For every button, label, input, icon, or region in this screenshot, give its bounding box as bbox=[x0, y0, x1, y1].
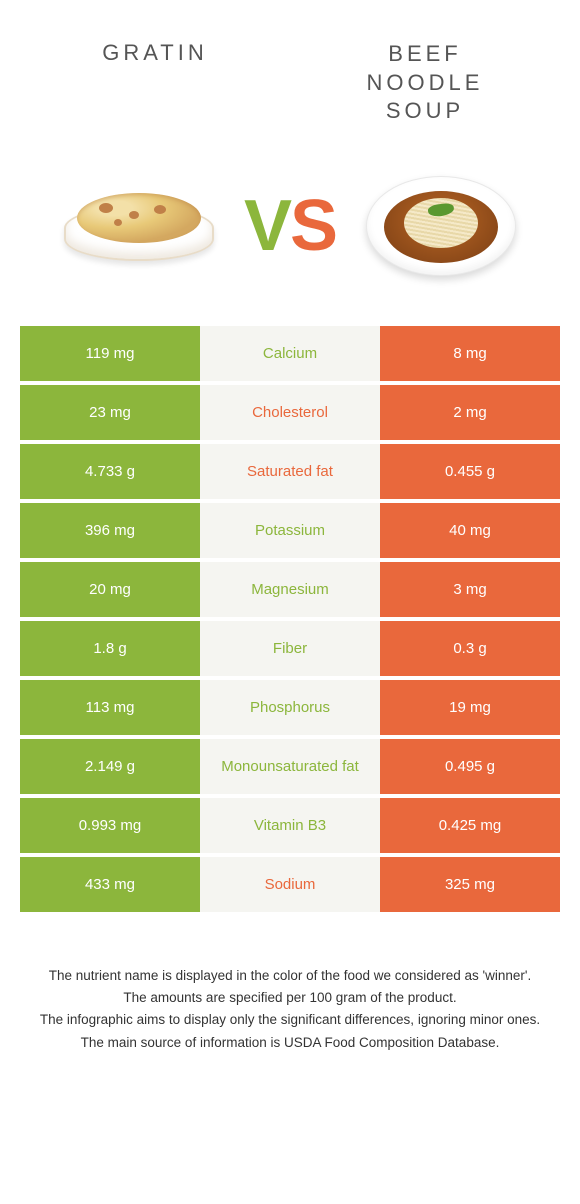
table-row: 1.8 gFiber0.3 g bbox=[20, 621, 560, 676]
footer-line: The main source of information is USDA F… bbox=[30, 1033, 550, 1053]
header: Gratin Beefnoodlesoup bbox=[0, 0, 580, 146]
table-row: 119 mgCalcium8 mg bbox=[20, 326, 560, 381]
title-right-line: noodle bbox=[325, 69, 525, 98]
footer-line: The infographic aims to display only the… bbox=[30, 1010, 550, 1030]
title-right-line: Beef bbox=[325, 40, 525, 69]
nutrient-label: Phosphorus bbox=[200, 680, 380, 735]
value-right: 0.425 mg bbox=[380, 798, 560, 853]
table-row: 23 mgCholesterol2 mg bbox=[20, 385, 560, 440]
value-right: 19 mg bbox=[380, 680, 560, 735]
value-right: 3 mg bbox=[380, 562, 560, 617]
title-right-line: soup bbox=[325, 97, 525, 126]
value-right: 325 mg bbox=[380, 857, 560, 912]
nutrient-label: Magnesium bbox=[200, 562, 380, 617]
value-right: 0.3 g bbox=[380, 621, 560, 676]
value-left: 396 mg bbox=[20, 503, 200, 558]
hero-row: V S bbox=[0, 146, 580, 326]
vs-v: V bbox=[244, 185, 290, 267]
nutrient-label: Fiber bbox=[200, 621, 380, 676]
nutrient-label: Monounsaturated fat bbox=[200, 739, 380, 794]
comparison-table: 119 mgCalcium8 mg23 mgCholesterol2 mg4.7… bbox=[0, 326, 580, 912]
table-row: 396 mgPotassium40 mg bbox=[20, 503, 560, 558]
food-image-right bbox=[356, 166, 526, 286]
footer-notes: The nutrient name is displayed in the co… bbox=[0, 916, 580, 1075]
value-right: 0.455 g bbox=[380, 444, 560, 499]
value-left: 4.733 g bbox=[20, 444, 200, 499]
footer-line: The amounts are specified per 100 gram o… bbox=[30, 988, 550, 1008]
nutrient-label: Cholesterol bbox=[200, 385, 380, 440]
title-left: Gratin bbox=[55, 40, 255, 66]
table-row: 113 mgPhosphorus19 mg bbox=[20, 680, 560, 735]
gratin-icon bbox=[59, 181, 219, 271]
nutrient-label: Sodium bbox=[200, 857, 380, 912]
value-left: 2.149 g bbox=[20, 739, 200, 794]
value-left: 23 mg bbox=[20, 385, 200, 440]
vs-s: S bbox=[290, 185, 336, 267]
value-left: 433 mg bbox=[20, 857, 200, 912]
soup-icon bbox=[366, 166, 516, 286]
value-right: 0.495 g bbox=[380, 739, 560, 794]
value-left: 20 mg bbox=[20, 562, 200, 617]
value-right: 40 mg bbox=[380, 503, 560, 558]
value-right: 2 mg bbox=[380, 385, 560, 440]
title-right: Beefnoodlesoup bbox=[325, 40, 525, 126]
table-row: 2.149 gMonounsaturated fat0.495 g bbox=[20, 739, 560, 794]
value-left: 113 mg bbox=[20, 680, 200, 735]
nutrient-label: Saturated fat bbox=[200, 444, 380, 499]
table-row: 20 mgMagnesium3 mg bbox=[20, 562, 560, 617]
table-row: 0.993 mgVitamin B30.425 mg bbox=[20, 798, 560, 853]
value-left: 1.8 g bbox=[20, 621, 200, 676]
nutrient-label: Calcium bbox=[200, 326, 380, 381]
nutrient-label: Potassium bbox=[200, 503, 380, 558]
value-right: 8 mg bbox=[380, 326, 560, 381]
nutrient-label: Vitamin B3 bbox=[200, 798, 380, 853]
value-left: 0.993 mg bbox=[20, 798, 200, 853]
table-row: 4.733 gSaturated fat0.455 g bbox=[20, 444, 560, 499]
table-row: 433 mgSodium325 mg bbox=[20, 857, 560, 912]
food-image-left bbox=[54, 166, 224, 286]
footer-line: The nutrient name is displayed in the co… bbox=[30, 966, 550, 986]
value-left: 119 mg bbox=[20, 326, 200, 381]
vs-label: V S bbox=[244, 185, 336, 267]
